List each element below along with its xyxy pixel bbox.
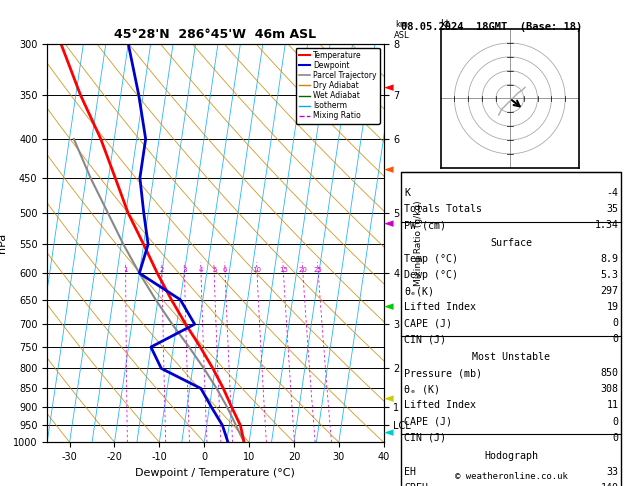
Text: -4: -4 xyxy=(606,188,618,198)
Text: km
ASL: km ASL xyxy=(394,20,410,40)
Text: Most Unstable: Most Unstable xyxy=(472,352,550,363)
Text: CIN (J): CIN (J) xyxy=(404,433,447,443)
Text: SREH: SREH xyxy=(404,483,428,486)
Text: © weatheronline.co.uk: © weatheronline.co.uk xyxy=(455,472,568,481)
Text: 33: 33 xyxy=(606,467,618,477)
Text: 140: 140 xyxy=(600,483,618,486)
Text: PW (cm): PW (cm) xyxy=(404,220,447,230)
Y-axis label: hPa: hPa xyxy=(0,233,8,253)
Text: Temp (°C): Temp (°C) xyxy=(404,254,459,264)
Text: EH: EH xyxy=(404,467,416,477)
Text: 1: 1 xyxy=(123,267,128,273)
Text: 5: 5 xyxy=(212,267,216,273)
Text: Lifted Index: Lifted Index xyxy=(404,400,476,411)
Text: ◄: ◄ xyxy=(384,217,394,230)
Text: 0: 0 xyxy=(612,334,618,345)
Y-axis label: Mixing Ratio (g/kg): Mixing Ratio (g/kg) xyxy=(414,200,423,286)
Text: 08.05.2024  18GMT  (Base: 18): 08.05.2024 18GMT (Base: 18) xyxy=(401,22,582,32)
Text: 297: 297 xyxy=(600,286,618,296)
Text: 11: 11 xyxy=(606,400,618,411)
Text: Dewp (°C): Dewp (°C) xyxy=(404,270,459,280)
Text: 6: 6 xyxy=(223,267,228,273)
Text: ◄: ◄ xyxy=(384,426,394,439)
Text: Totals Totals: Totals Totals xyxy=(404,204,482,214)
Text: 20: 20 xyxy=(298,267,308,273)
Text: 850: 850 xyxy=(600,368,618,379)
Text: ◄: ◄ xyxy=(384,164,394,176)
Text: ◄: ◄ xyxy=(384,392,394,405)
Text: 308: 308 xyxy=(600,384,618,395)
Text: 10: 10 xyxy=(252,267,262,273)
Text: 4: 4 xyxy=(199,267,203,273)
Text: CAPE (J): CAPE (J) xyxy=(404,318,452,329)
Text: Surface: Surface xyxy=(491,238,532,248)
Text: ◄: ◄ xyxy=(384,81,394,94)
Text: 35: 35 xyxy=(606,204,618,214)
Text: Pressure (mb): Pressure (mb) xyxy=(404,368,482,379)
X-axis label: Dewpoint / Temperature (°C): Dewpoint / Temperature (°C) xyxy=(135,468,296,478)
Text: kt: kt xyxy=(440,19,450,29)
Text: 2: 2 xyxy=(160,267,164,273)
Text: 3: 3 xyxy=(182,267,187,273)
Legend: Temperature, Dewpoint, Parcel Trajectory, Dry Adiabat, Wet Adiabat, Isotherm, Mi: Temperature, Dewpoint, Parcel Trajectory… xyxy=(296,48,380,123)
Title: 45°28'N  286°45'W  46m ASL: 45°28'N 286°45'W 46m ASL xyxy=(114,28,316,41)
Text: 5.3: 5.3 xyxy=(600,270,618,280)
Text: 25: 25 xyxy=(314,267,323,273)
Text: 0: 0 xyxy=(612,433,618,443)
Text: ◄: ◄ xyxy=(384,300,394,312)
Text: θₑ (K): θₑ (K) xyxy=(404,384,440,395)
Text: 0: 0 xyxy=(612,318,618,329)
Text: 8.9: 8.9 xyxy=(600,254,618,264)
Text: Hodograph: Hodograph xyxy=(484,451,538,461)
Text: Lifted Index: Lifted Index xyxy=(404,302,476,312)
Text: 15: 15 xyxy=(279,267,288,273)
Text: CIN (J): CIN (J) xyxy=(404,334,447,345)
Text: CAPE (J): CAPE (J) xyxy=(404,417,452,427)
Text: θₑ(K): θₑ(K) xyxy=(404,286,435,296)
Text: 19: 19 xyxy=(606,302,618,312)
Text: K: K xyxy=(404,188,411,198)
Text: 1.34: 1.34 xyxy=(594,220,618,230)
Text: 0: 0 xyxy=(612,417,618,427)
